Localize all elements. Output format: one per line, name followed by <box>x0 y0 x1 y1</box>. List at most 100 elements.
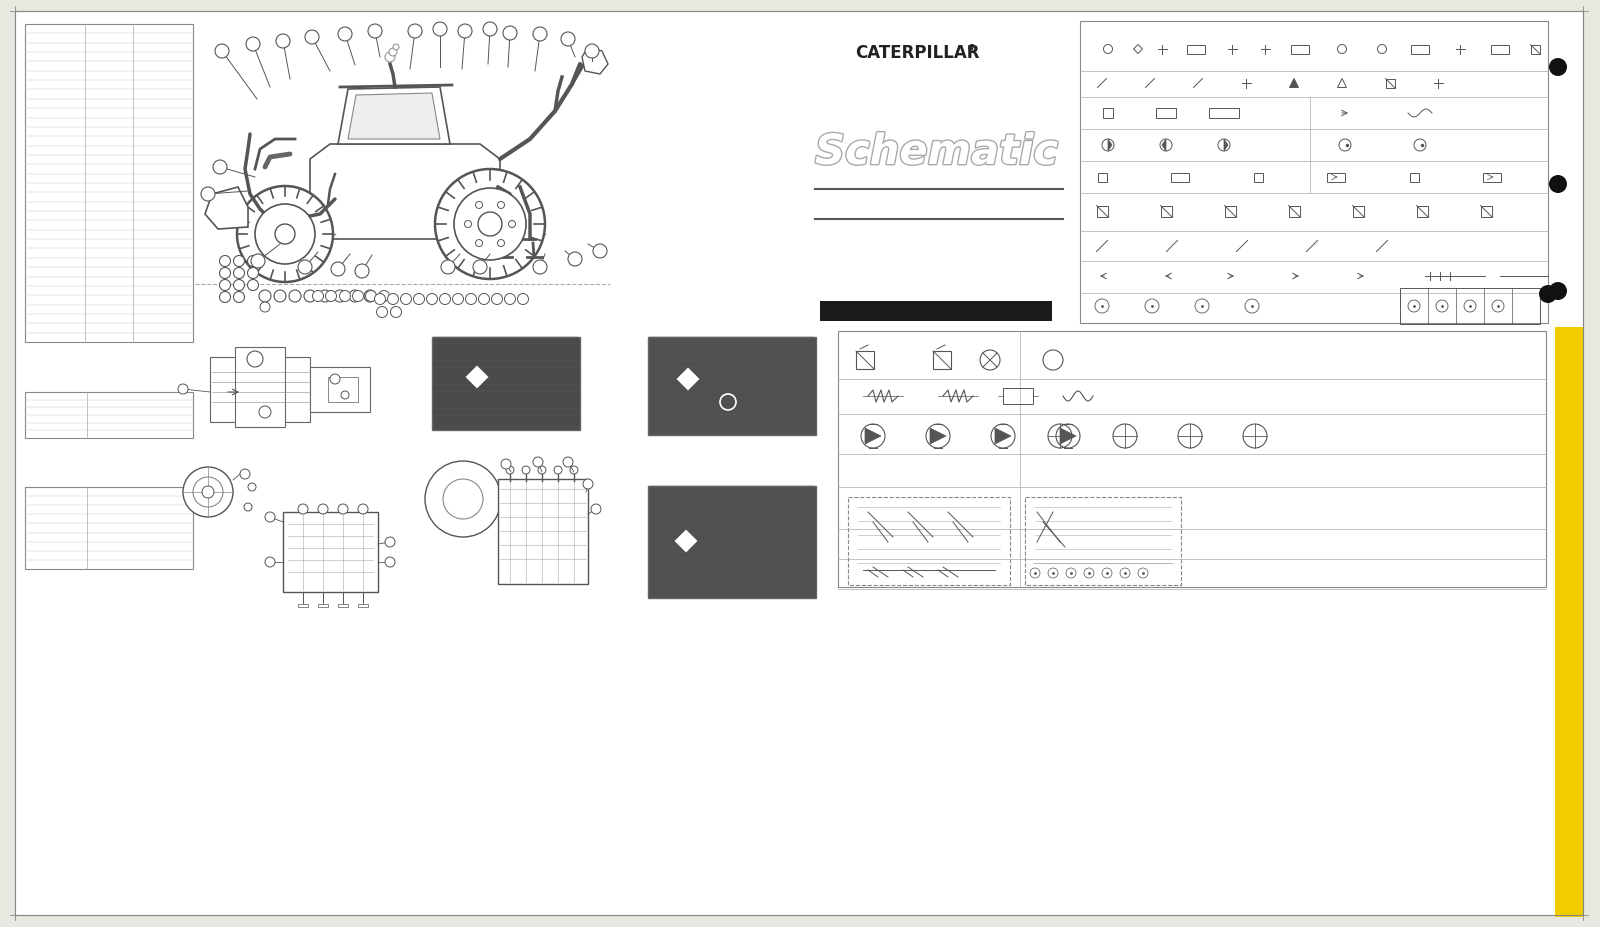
Circle shape <box>341 391 349 400</box>
Circle shape <box>368 25 382 39</box>
Circle shape <box>234 280 245 291</box>
Circle shape <box>338 28 352 42</box>
Circle shape <box>453 294 464 305</box>
Polygon shape <box>930 428 946 445</box>
Circle shape <box>475 202 483 210</box>
Bar <box>310 368 370 413</box>
Circle shape <box>506 466 514 475</box>
Bar <box>1291 45 1309 55</box>
Circle shape <box>509 222 515 228</box>
Bar <box>856 351 874 370</box>
Circle shape <box>586 44 598 59</box>
Bar <box>1171 173 1189 183</box>
Polygon shape <box>582 48 608 75</box>
Polygon shape <box>349 94 440 140</box>
Circle shape <box>533 458 542 467</box>
Circle shape <box>298 504 307 514</box>
Circle shape <box>349 291 362 303</box>
Circle shape <box>442 260 454 274</box>
Circle shape <box>194 477 222 507</box>
Circle shape <box>522 466 530 475</box>
Circle shape <box>379 291 389 302</box>
Circle shape <box>408 25 422 39</box>
Circle shape <box>243 503 253 512</box>
Circle shape <box>466 294 477 305</box>
Bar <box>1160 207 1171 217</box>
Circle shape <box>266 513 275 523</box>
Circle shape <box>325 291 336 302</box>
Circle shape <box>338 504 349 514</box>
Circle shape <box>330 375 339 385</box>
Circle shape <box>219 256 230 267</box>
Bar <box>235 348 285 427</box>
Circle shape <box>1549 283 1566 300</box>
Bar <box>1416 207 1427 217</box>
Bar <box>848 498 1010 585</box>
Circle shape <box>334 291 346 303</box>
Polygon shape <box>1059 428 1075 445</box>
Circle shape <box>570 466 578 475</box>
Circle shape <box>306 31 318 44</box>
Text: CATERPILLAR: CATERPILLAR <box>854 44 979 62</box>
Circle shape <box>568 253 582 267</box>
Circle shape <box>533 260 547 274</box>
Circle shape <box>277 35 290 49</box>
Circle shape <box>386 53 395 63</box>
Polygon shape <box>1290 80 1299 88</box>
Bar <box>1253 173 1262 183</box>
Circle shape <box>202 188 214 202</box>
Circle shape <box>246 351 262 368</box>
Circle shape <box>1549 176 1566 194</box>
Circle shape <box>386 538 395 548</box>
Circle shape <box>502 27 517 41</box>
Circle shape <box>374 294 386 305</box>
Bar <box>1400 288 1539 324</box>
Bar <box>1483 173 1501 183</box>
Circle shape <box>387 294 398 305</box>
Circle shape <box>358 504 368 514</box>
Bar <box>838 332 1546 588</box>
Bar <box>648 487 816 598</box>
Bar <box>283 513 378 592</box>
Circle shape <box>182 467 234 517</box>
Bar <box>1386 80 1395 88</box>
Circle shape <box>501 460 510 469</box>
Bar <box>338 604 349 607</box>
Circle shape <box>318 291 331 303</box>
Circle shape <box>248 268 259 279</box>
Polygon shape <box>310 145 499 240</box>
Circle shape <box>389 49 397 57</box>
Circle shape <box>355 265 370 279</box>
Bar <box>26 488 194 569</box>
Polygon shape <box>1224 140 1229 152</box>
Bar <box>1003 388 1034 404</box>
Circle shape <box>202 487 214 499</box>
Circle shape <box>426 462 501 538</box>
Circle shape <box>478 213 502 236</box>
Circle shape <box>376 307 387 318</box>
Circle shape <box>219 292 230 303</box>
Circle shape <box>434 23 446 37</box>
Circle shape <box>498 202 504 210</box>
Bar <box>432 337 579 430</box>
Polygon shape <box>675 531 696 552</box>
Bar <box>1288 207 1299 217</box>
Circle shape <box>339 291 350 302</box>
Bar <box>210 358 310 423</box>
Polygon shape <box>205 188 248 230</box>
Circle shape <box>331 262 346 276</box>
Circle shape <box>458 25 472 39</box>
Circle shape <box>582 479 594 489</box>
Circle shape <box>274 291 286 303</box>
Bar <box>1026 498 1181 585</box>
Bar <box>1531 45 1539 55</box>
Circle shape <box>248 256 259 267</box>
Bar <box>1102 108 1114 119</box>
Circle shape <box>443 479 483 519</box>
Circle shape <box>390 307 402 318</box>
Bar <box>26 392 194 438</box>
Bar <box>318 604 328 607</box>
Bar <box>1098 173 1107 183</box>
Circle shape <box>533 28 547 42</box>
Circle shape <box>475 240 483 248</box>
